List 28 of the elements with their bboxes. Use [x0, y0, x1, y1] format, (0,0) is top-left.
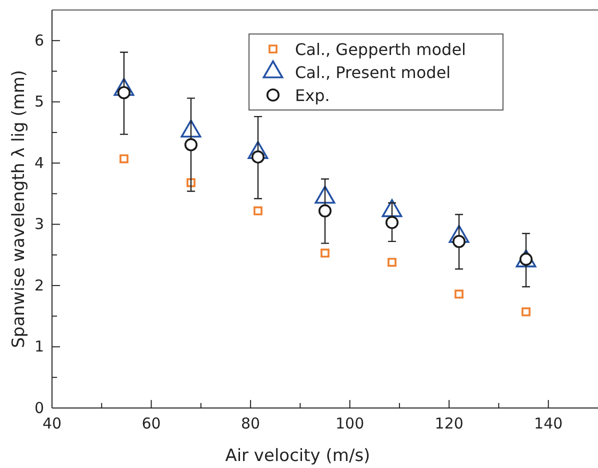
y-tick-label: 1 — [34, 338, 44, 356]
point — [254, 206, 262, 216]
point — [388, 258, 396, 267]
x-tick-label: 80 — [241, 414, 260, 433]
point — [454, 290, 464, 299]
point — [385, 216, 399, 229]
y-tick-label: 4 — [34, 154, 44, 172]
legend-label: Cal., Present model — [295, 63, 451, 82]
point — [522, 307, 530, 316]
legend-label: Cal., Gepperth model — [295, 40, 466, 59]
point — [120, 154, 128, 164]
x-tick-label: 40 — [42, 414, 62, 433]
x-tick-label: 120 — [434, 414, 464, 433]
point — [452, 234, 466, 248]
point — [184, 138, 198, 152]
x-tick-label: 60 — [142, 414, 161, 433]
y-axis-title: Spanwise wavelength λ lig (mm) — [9, 70, 29, 348]
legend-label: Exp. — [295, 86, 330, 105]
y-tick-label: 3 — [34, 215, 44, 234]
y-tick-label: 6 — [34, 31, 44, 50]
x-tick-label: 100 — [336, 414, 364, 433]
x-tick-label: 140 — [534, 414, 563, 433]
y-tick-label: 0 — [34, 398, 44, 417]
point — [320, 248, 330, 258]
x-axis-title: Air velocity (m/s) — [225, 446, 370, 466]
point — [318, 204, 332, 218]
y-tick-label: 2 — [34, 276, 44, 294]
y-tick-label: 5 — [34, 92, 44, 111]
